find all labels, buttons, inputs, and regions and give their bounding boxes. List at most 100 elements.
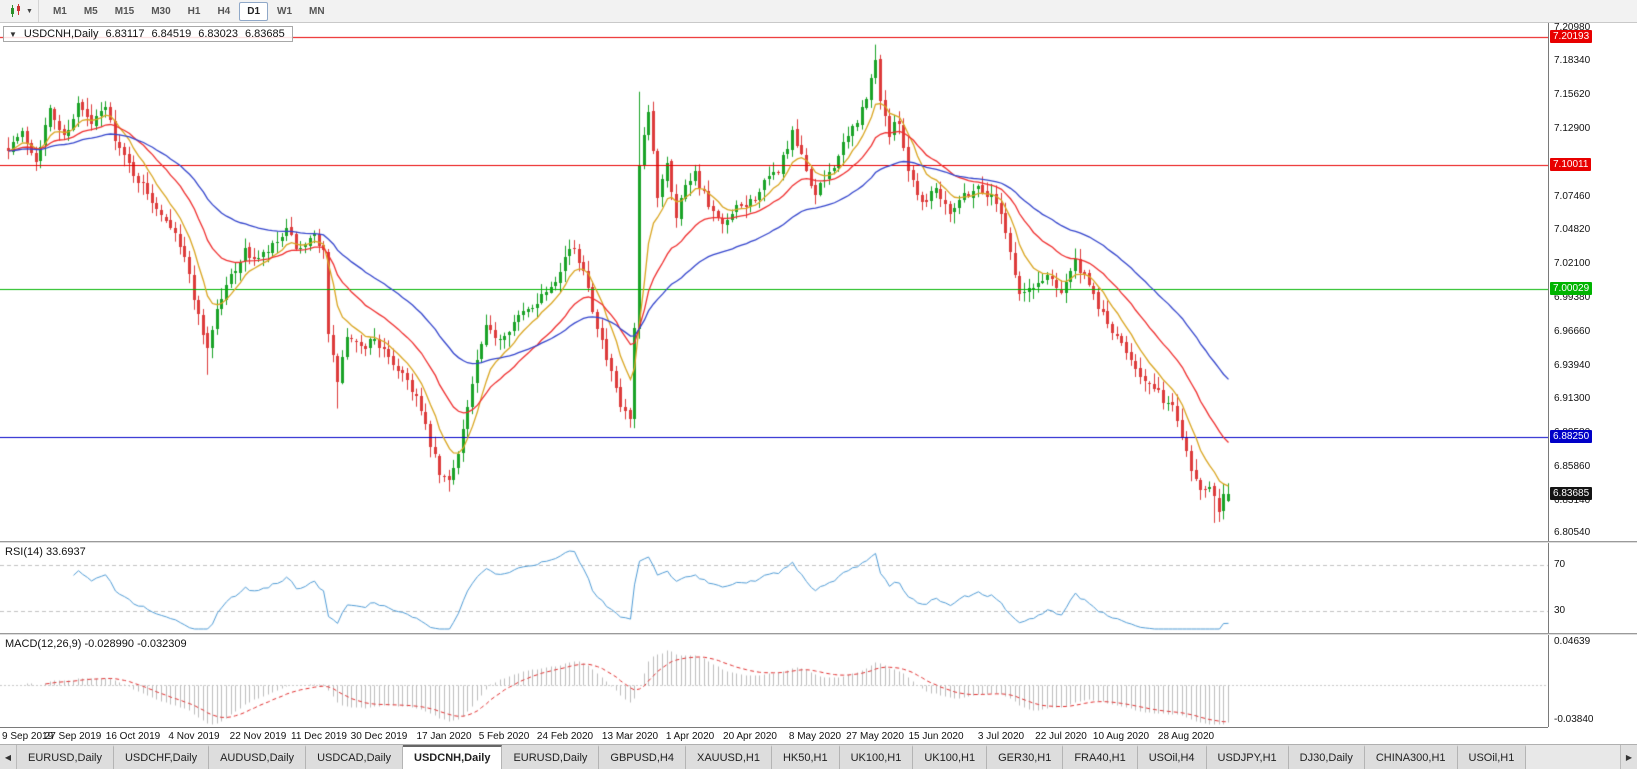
low-value: 6.83023	[198, 28, 238, 40]
pane-separator[interactable]	[0, 633, 1637, 635]
chart-tabs: EURUSD,Daily USDCHF,Daily AUDUSD,Daily USDC…	[17, 745, 1620, 769]
price-tick: 6.99380	[1554, 291, 1591, 303]
chart-tab-usdcnh-daily[interactable]: USDCNH,Daily	[403, 745, 503, 769]
chart-tab-eurusd-daily[interactable]: EURUSD,Daily	[502, 745, 600, 769]
candlestick-chart-icon	[11, 4, 20, 17]
time-axis-label: 3 Jul 2020	[977, 731, 1025, 742]
pane-separator[interactable]	[0, 541, 1637, 543]
price-tick: 6.80540	[1554, 527, 1591, 538]
time-axis-label: 5 Feb 2020	[478, 731, 530, 742]
timeframe-button-h4[interactable]: H4	[217, 5, 231, 17]
timeframe-button-m15[interactable]: M15	[114, 5, 135, 17]
price-chart-canvas[interactable]	[0, 23, 1548, 541]
close-value: 6.83685	[244, 28, 285, 40]
time-axis-label: 8 May 2020	[788, 731, 842, 742]
chart-tab-china300-h1[interactable]: CHINA300,H1	[1364, 745, 1458, 769]
ohlc-info-box: ▼ USDCNH,Daily 6.83117 6.84519 6.83023 6…	[3, 26, 293, 42]
price-tick: 7.04820	[1554, 223, 1591, 235]
high-value: 6.84519	[151, 28, 192, 40]
time-axis-label: 22 Jul 2020	[1035, 731, 1087, 742]
time-axis[interactable]: 9 Sep 2019 27 Sep 2019 16 Oct 2019 4 Nov 20…	[0, 727, 1548, 744]
chart-tab-xauusd-h1[interactable]: XAUUSD,H1	[685, 745, 772, 769]
collapse-arrow-icon[interactable]: ▼	[9, 29, 17, 39]
time-axis-label: 13 Mar 2020	[601, 731, 659, 742]
price-tick: 6.93940	[1554, 359, 1591, 371]
timeframe-button-m1[interactable]: M1	[52, 5, 67, 17]
price-tick: 6.96660	[1554, 325, 1591, 337]
rsi-level-label: 30	[1554, 605, 1566, 617]
timeframe-buttons: M1 M5 M15 M30 H1 H4 D1 W1 MN	[45, 1, 333, 21]
price-tick: 7.18340	[1554, 54, 1591, 66]
macd-axis[interactable]: 0.04639 -0.03840	[1548, 635, 1637, 727]
current-price-badge: 6.83685	[1550, 486, 1593, 500]
price-tick: 6.85860	[1554, 460, 1591, 472]
chart-tab-ger30-h1[interactable]: GER30,H1	[987, 745, 1064, 769]
price-tick: 6.83140	[1554, 494, 1591, 506]
timeframe-toolbar: ▼ M1 M5 M15 M30 H1 H4 D1 W1 MN	[0, 0, 1637, 23]
price-tick: 6.91300	[1554, 392, 1591, 404]
chart-tab-usdjpy-h1[interactable]: USDJPY,H1	[1206, 745, 1289, 769]
time-axis-label: 20 Apr 2020	[723, 731, 777, 742]
price-tick: 7.07460	[1554, 190, 1591, 202]
price-tick: 7.02100	[1554, 257, 1591, 269]
macd-indicator-label: MACD(12,26,9) -0.028990 -0.032309	[5, 638, 187, 650]
price-axis[interactable]: 7.209807.183407.156207.129007.101807.074…	[1548, 22, 1637, 541]
chart-tab-uk100-h1[interactable]: UK100,H1	[839, 745, 914, 769]
time-axis-label: 4 Nov 2019	[168, 731, 220, 742]
macd-canvas[interactable]	[0, 635, 1548, 727]
time-axis-label: 17 Jan 2020	[416, 731, 472, 742]
hline-price-badge: 7.00029	[1550, 282, 1593, 296]
chart-tabs-bar: ◀ EURUSD,Daily USDCHF,Daily AUDUSD,Daily US…	[0, 744, 1637, 769]
tabs-scroll-left-button[interactable]: ◀	[0, 745, 17, 769]
chart-tab-usoil-h4[interactable]: USOil,H4	[1137, 745, 1207, 769]
chart-type-dropdown[interactable]: ▼	[3, 0, 39, 22]
tabs-scroll-right-button[interactable]: ▶	[1620, 745, 1637, 769]
chart-tab-dj30-daily[interactable]: DJ30,Daily	[1288, 745, 1365, 769]
chart-tab-uk100-h1[interactable]: UK100,H1	[913, 745, 988, 769]
macd-axis-min: -0.03840	[1554, 714, 1594, 725]
chart-tab-usoil-h1[interactable]: USOil,H1	[1457, 745, 1527, 769]
chart-tab-hk50-h1[interactable]: HK50,H1	[771, 745, 840, 769]
timeframe-button-w1[interactable]: W1	[277, 5, 293, 17]
time-axis-label: 16 Oct 2019	[105, 731, 161, 742]
chart-tab-audusd-daily[interactable]: AUDUSD,Daily	[209, 745, 307, 769]
timeframe-button-d1[interactable]: D1	[239, 1, 269, 21]
chart-region: ▼ USDCNH,Daily 6.83117 6.84519 6.83023 6…	[0, 22, 1637, 744]
rsi-canvas[interactable]	[0, 543, 1548, 633]
chart-tab-gbpusd-h4[interactable]: GBPUSD,H4	[599, 745, 686, 769]
price-tick: 7.15620	[1554, 88, 1591, 100]
timeframe-button-h1[interactable]: H1	[187, 5, 201, 17]
hline-price-badge: 7.10011	[1550, 157, 1592, 171]
time-axis-label: 27 May 2020	[846, 731, 904, 742]
chart-tab-usdchf-daily[interactable]: USDCHF,Daily	[113, 745, 210, 769]
timeframe-button-mn[interactable]: MN	[309, 5, 325, 17]
rsi-indicator-label: RSI(14) 33.6937	[5, 546, 86, 558]
time-axis-label: 22 Nov 2019	[229, 731, 287, 742]
time-axis-label: 24 Feb 2020	[536, 731, 594, 742]
price-tick: 7.12900	[1554, 122, 1591, 134]
rsi-axis[interactable]: 70 30	[1548, 543, 1637, 633]
macd-pane: MACD(12,26,9) -0.028990 -0.032309 0.0463…	[0, 635, 1637, 727]
open-value: 6.83117	[105, 28, 145, 40]
hline-price-badge: 6.88250	[1550, 429, 1593, 443]
chart-tab-usdcad-daily[interactable]: USDCAD,Daily	[306, 745, 404, 769]
rsi-level-label: 70	[1554, 558, 1566, 570]
hline-price-badge: 7.20193	[1550, 30, 1593, 44]
chart-tab-eurusd-daily[interactable]: EURUSD,Daily	[17, 745, 114, 769]
time-axis-label: 15 Jun 2020	[908, 731, 964, 742]
time-axis-label: 11 Dec 2019	[291, 731, 347, 742]
time-axis-label: 27 Sep 2019	[44, 731, 102, 742]
time-axis-label: 10 Aug 2020	[1092, 731, 1150, 742]
main-price-pane: ▼ USDCNH,Daily 6.83117 6.84519 6.83023 6…	[0, 22, 1637, 541]
chart-tab-fra40-h1[interactable]: FRA40,H1	[1063, 745, 1138, 769]
timeframe-button-m30[interactable]: M30	[151, 5, 171, 17]
time-axis-label: 30 Dec 2019	[350, 731, 408, 742]
macd-axis-max: 0.04639	[1554, 636, 1591, 647]
symbol-label: USDCNH,Daily	[23, 28, 99, 40]
rsi-pane: RSI(14) 33.6937 70 30	[0, 543, 1637, 633]
chevron-down-icon: ▼	[26, 7, 33, 15]
time-axis-label: 1 Apr 2020	[665, 731, 715, 742]
timeframe-button-m5[interactable]: M5	[83, 5, 98, 17]
time-axis-label: 28 Aug 2020	[1157, 731, 1215, 742]
